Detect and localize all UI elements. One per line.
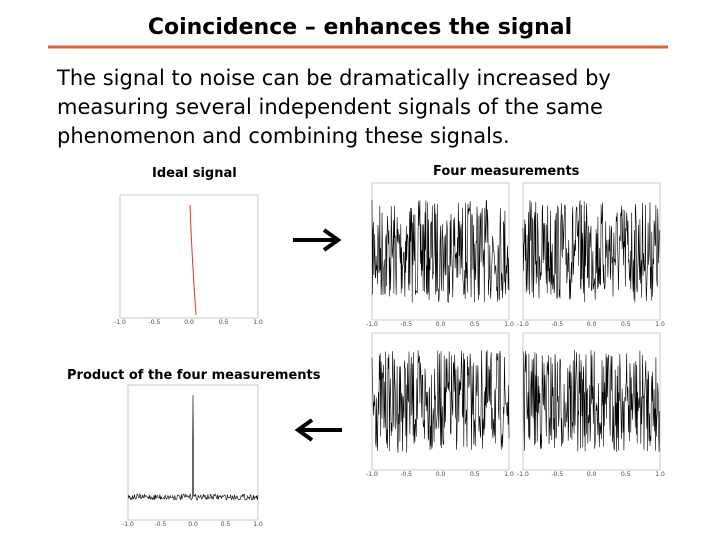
body-line: The signal to noise can be dramatically … [56,66,611,90]
plot-tick-label: 0.5 [221,521,231,528]
body-line: phenomenon and combining these signals. [57,124,510,148]
plot-tick-label: 1.0 [253,319,263,326]
plot-tick-label: -1.0 [366,471,378,478]
ideal-label: Ideal signal [152,166,237,181]
plot-tick-label: 0.5 [219,319,229,326]
product-label: Product of the four measurements [67,368,321,383]
plot-tick-label: -1.0 [366,321,378,328]
plot-tick-label: 1.0 [655,321,665,328]
plot-frame [127,384,259,521]
four-label: Four measurements [433,164,580,179]
ideal-curve [189,204,197,316]
plot-tick-label: -0.5 [155,521,167,528]
plot-frame [371,332,510,471]
plot-tick-label: -1.0 [114,319,126,326]
plot-tick-label: 0.5 [470,321,480,328]
noise-trace [522,350,661,453]
plot-tick-label: 1.0 [655,471,665,478]
plot-tick-label: 1.0 [504,471,514,478]
plot-tick-label: -0.5 [551,321,563,328]
plot-tick-label: 0.0 [587,471,597,478]
plot-tick-label: 0.0 [436,321,446,328]
plot-frame [119,194,259,319]
plot-tick-label: -1.0 [517,471,529,478]
noise-trace [371,200,510,304]
plot-frame [522,332,661,471]
plot-tick-label: 0.0 [184,319,194,326]
arrow-left [294,418,342,442]
plot-tick-label: -0.5 [400,321,412,328]
arrow-right [293,228,342,252]
product-trace [127,394,259,501]
plot-tick-label: 0.0 [587,321,597,328]
plot-tick-label: 0.5 [621,471,631,478]
plot-tick-label: 0.0 [188,521,198,528]
plot-tick-label: -0.5 [551,471,563,478]
noise-trace [371,350,510,453]
body-line: measuring several independent signals of… [57,95,603,119]
plot-tick-label: -0.5 [400,471,412,478]
noise-trace [522,200,661,303]
plot-tick-label: 0.0 [436,471,446,478]
plot-tick-label: -1.0 [122,521,134,528]
plot-tick-label: 0.5 [621,321,631,328]
plot-tick-label: -1.0 [517,321,529,328]
plot-tick-label: 1.0 [504,321,514,328]
slide-title: Coincidence – enhances the signal [148,15,572,40]
plot-tick-label: -0.5 [149,319,161,326]
plot-tick-label: 0.5 [470,471,480,478]
plot-tick-label: 1.0 [253,521,263,528]
